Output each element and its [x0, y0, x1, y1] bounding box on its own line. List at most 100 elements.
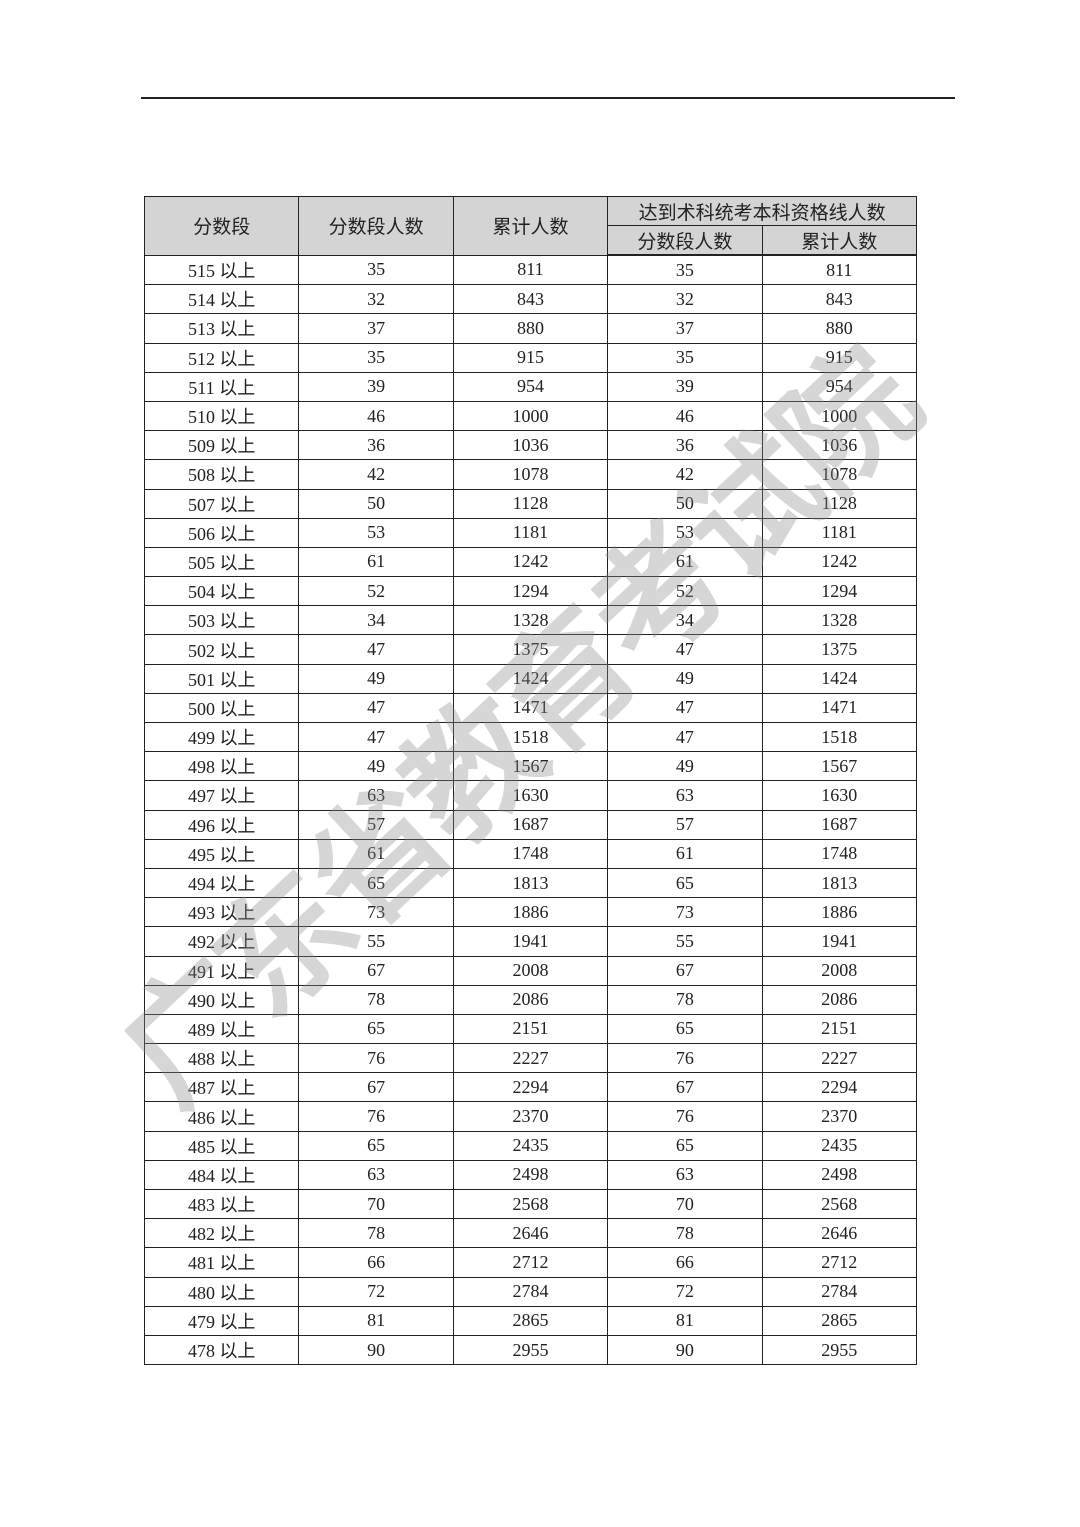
qualified-band-count-cell: 81 — [607, 1305, 763, 1336]
cumulative-cell: 1128 — [452, 488, 609, 519]
band-count-cell: 50 — [298, 488, 454, 519]
qualified-cumulative-cell: 1567 — [761, 751, 917, 782]
qualified-band-count-cell: 49 — [607, 751, 763, 782]
band-count-cell: 53 — [298, 517, 454, 548]
score-band-cell: 511 以上 — [143, 371, 300, 402]
score-band-cell: 495 以上 — [143, 838, 300, 869]
table-row: 490 以上 78 2086 78 2086 — [143, 984, 917, 1015]
qualified-cumulative-cell: 2568 — [761, 1188, 917, 1220]
table-row: 489 以上 65 2151 65 2151 — [143, 1013, 917, 1045]
score-band-cell: 500 以上 — [143, 692, 300, 724]
qualified-band-count-cell: 63 — [607, 780, 763, 811]
score-band-cell: 502 以上 — [143, 634, 300, 665]
header-group-title: 达到术科统考本科资格线人数 — [607, 196, 917, 226]
table-row: 479 以上 81 2865 81 2865 — [143, 1305, 917, 1336]
band-count-cell: 49 — [298, 663, 454, 694]
qualified-band-count-cell: 39 — [607, 371, 763, 402]
header-band-count: 分数段人数 — [298, 196, 454, 256]
band-count-cell: 46 — [298, 400, 454, 432]
qualified-band-count-cell: 63 — [607, 1159, 763, 1191]
qualified-band-count-cell: 36 — [607, 430, 763, 461]
cumulative-cell: 1036 — [452, 430, 609, 461]
score-band-cell: 506 以上 — [143, 517, 300, 548]
qualified-band-count-cell: 67 — [607, 1072, 763, 1103]
table-row: 488 以上 76 2227 76 2227 — [143, 1043, 917, 1074]
score-band-cell: 513 以上 — [143, 313, 300, 344]
qualified-band-count-cell: 90 — [607, 1334, 763, 1366]
score-band-cell: 503 以上 — [143, 605, 300, 636]
score-band-cell: 499 以上 — [143, 721, 300, 753]
qualified-band-count-cell: 37 — [607, 313, 763, 344]
qualified-band-count-cell: 53 — [607, 517, 763, 548]
band-count-cell: 36 — [298, 430, 454, 461]
cumulative-cell: 1630 — [452, 780, 609, 811]
score-band-cell: 496 以上 — [143, 809, 300, 840]
qualified-band-count-cell: 35 — [607, 342, 763, 373]
qualified-band-count-cell: 72 — [607, 1276, 763, 1307]
qualified-cumulative-cell: 1518 — [761, 721, 917, 753]
score-band-cell: 480 以上 — [143, 1276, 300, 1307]
table-row: 485 以上 65 2435 65 2435 — [143, 1130, 917, 1161]
band-count-cell: 65 — [298, 867, 454, 899]
score-band-cell: 492 以上 — [143, 926, 300, 957]
score-band-cell: 490 以上 — [143, 984, 300, 1015]
cumulative-cell: 2955 — [452, 1334, 609, 1366]
score-band-cell: 493 以上 — [143, 897, 300, 928]
band-count-cell: 72 — [298, 1276, 454, 1307]
table-body: 515 以上 35 811 35 811 514 以上 32 843 32 843 513 以上 37… — [143, 254, 917, 1366]
header-rule — [141, 97, 955, 99]
table-row: 486 以上 76 2370 76 2370 — [143, 1101, 917, 1132]
qualified-cumulative-cell: 1886 — [761, 897, 917, 928]
qualified-band-count-cell: 47 — [607, 721, 763, 753]
qualified-cumulative-cell: 1375 — [761, 634, 917, 665]
band-count-cell: 35 — [298, 254, 454, 286]
table-row: 500 以上 47 1471 47 1471 — [143, 692, 917, 724]
band-count-cell: 76 — [298, 1101, 454, 1132]
band-count-cell: 37 — [298, 313, 454, 344]
qualified-band-count-cell: 55 — [607, 926, 763, 957]
score-band-cell: 487 以上 — [143, 1072, 300, 1103]
qualified-band-count-cell: 47 — [607, 634, 763, 665]
band-count-cell: 65 — [298, 1013, 454, 1045]
qualified-band-count-cell: 32 — [607, 284, 763, 315]
band-count-cell: 67 — [298, 1072, 454, 1103]
band-count-cell: 34 — [298, 605, 454, 636]
band-count-cell: 78 — [298, 984, 454, 1015]
qualified-band-count-cell: 67 — [607, 955, 763, 986]
qualified-band-count-cell: 52 — [607, 576, 763, 607]
score-band-cell: 498 以上 — [143, 751, 300, 782]
cumulative-cell: 2294 — [452, 1072, 609, 1103]
cumulative-cell: 2646 — [452, 1218, 609, 1249]
score-band-cell: 514 以上 — [143, 284, 300, 315]
table-row: 495 以上 61 1748 61 1748 — [143, 838, 917, 869]
table-row: 498 以上 49 1567 49 1567 — [143, 751, 917, 782]
qualified-band-count-cell: 65 — [607, 1130, 763, 1161]
band-count-cell: 47 — [298, 692, 454, 724]
cumulative-cell: 1000 — [452, 400, 609, 432]
cumulative-cell: 1567 — [452, 751, 609, 782]
cumulative-cell: 1886 — [452, 897, 609, 928]
qualified-cumulative-cell: 1181 — [761, 517, 917, 548]
cumulative-cell: 2008 — [452, 955, 609, 986]
band-count-cell: 32 — [298, 284, 454, 315]
qualified-cumulative-cell: 2646 — [761, 1218, 917, 1249]
qualified-band-count-cell: 65 — [607, 867, 763, 899]
score-band-cell: 481 以上 — [143, 1247, 300, 1278]
band-count-cell: 47 — [298, 634, 454, 665]
qualified-band-count-cell: 76 — [607, 1043, 763, 1074]
qualified-cumulative-cell: 1242 — [761, 546, 917, 578]
table-row: 512 以上 35 915 35 915 — [143, 342, 917, 373]
table-row: 480 以上 72 2784 72 2784 — [143, 1276, 917, 1307]
qualified-cumulative-cell: 2151 — [761, 1013, 917, 1045]
band-count-cell: 78 — [298, 1218, 454, 1249]
score-band-cell: 479 以上 — [143, 1305, 300, 1336]
cumulative-cell: 1294 — [452, 576, 609, 607]
qualified-cumulative-cell: 1748 — [761, 838, 917, 869]
score-band-cell: 482 以上 — [143, 1218, 300, 1249]
cumulative-cell: 2227 — [452, 1043, 609, 1074]
header-group-band-count: 分数段人数 — [607, 225, 763, 256]
band-count-cell: 49 — [298, 751, 454, 782]
table-row: 504 以上 52 1294 52 1294 — [143, 576, 917, 607]
qualified-band-count-cell: 47 — [607, 692, 763, 724]
table-row: 483 以上 70 2568 70 2568 — [143, 1188, 917, 1220]
